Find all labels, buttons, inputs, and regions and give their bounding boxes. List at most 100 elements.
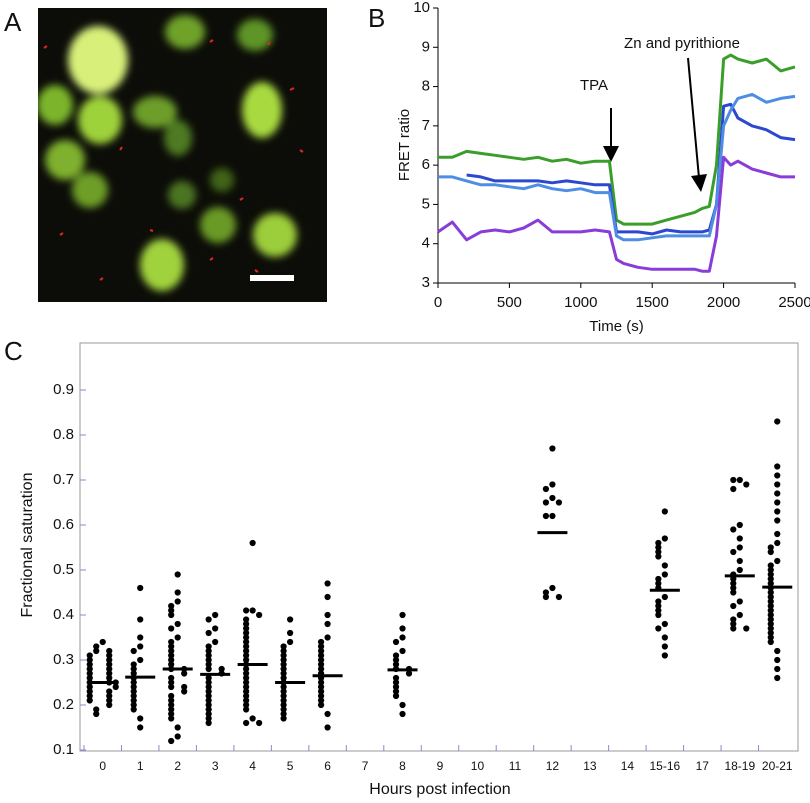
x-tick-label: 5 (287, 759, 294, 773)
data-point (249, 715, 256, 722)
data-point (655, 625, 662, 632)
data-point (280, 656, 287, 664)
x-tick-label: 6 (324, 759, 331, 773)
data-point (243, 620, 250, 628)
data-point (280, 674, 287, 682)
data-point (542, 499, 550, 506)
data-point (730, 485, 737, 493)
data-point (86, 674, 93, 682)
data-point (730, 526, 737, 533)
data-point (280, 647, 287, 655)
data-point (392, 688, 400, 695)
data-point (168, 701, 175, 709)
data-point (317, 643, 325, 650)
data-point (736, 476, 743, 484)
y-tick-label: 0.3 (53, 651, 74, 668)
data-point (205, 661, 212, 668)
data-point (181, 683, 188, 691)
data-point (774, 539, 781, 547)
data-point (549, 584, 556, 592)
data-point (168, 715, 175, 722)
data-point (137, 724, 144, 731)
data-point (168, 652, 175, 659)
data-point (86, 656, 93, 664)
data-point (767, 611, 774, 619)
y-axis-title: Fractional saturation (19, 473, 36, 618)
data-point (549, 481, 556, 488)
data-point (243, 607, 250, 614)
data-point (661, 652, 668, 659)
x-tick-label: 12 (546, 759, 560, 773)
data-point (93, 706, 100, 713)
data-point (280, 688, 287, 695)
data-point (243, 674, 250, 682)
y-tick-label: 0.4 (53, 606, 74, 623)
data-point (549, 494, 556, 502)
data-point (317, 638, 325, 646)
data-point (774, 557, 781, 565)
y-tick-label: 6 (422, 156, 430, 173)
data-point (730, 602, 737, 610)
data-point (774, 656, 781, 664)
data-point (243, 643, 250, 650)
data-point (730, 620, 737, 628)
data-point (661, 643, 668, 650)
data-point (736, 566, 743, 574)
x-tick-label: 2 (174, 759, 181, 773)
data-point (280, 670, 287, 677)
data-point (767, 575, 774, 583)
data-point (205, 706, 212, 713)
data-point (774, 472, 781, 479)
data-point (137, 643, 144, 650)
data-point (774, 517, 781, 524)
data-point (174, 733, 181, 740)
data-point (767, 589, 774, 596)
data-point (774, 481, 781, 488)
data-point (130, 692, 137, 700)
data-point (767, 607, 774, 614)
data-point (205, 674, 212, 682)
data-point (112, 683, 119, 691)
annotation: TPA (580, 77, 608, 94)
data-point (655, 544, 662, 551)
y-tick-label: 0.2 (53, 696, 74, 713)
data-point (661, 571, 668, 578)
data-point (130, 701, 137, 709)
data-point (137, 634, 144, 641)
data-point (280, 706, 287, 713)
data-point (661, 508, 668, 515)
data-point (168, 638, 175, 646)
data-point (106, 656, 113, 664)
data-point (280, 652, 287, 659)
data-point (774, 499, 781, 506)
data-point (130, 683, 137, 691)
panel-label: C (4, 336, 23, 366)
data-point (655, 580, 662, 587)
data-point (218, 665, 225, 673)
x-tick-label: 500 (497, 294, 522, 311)
data-point (399, 611, 406, 619)
data-point (767, 616, 774, 623)
x-tick-label: 4 (249, 759, 256, 773)
data-point (392, 679, 400, 686)
data-point (106, 688, 113, 695)
data-point (767, 571, 774, 578)
data-point (106, 652, 113, 659)
data-point (205, 679, 212, 686)
data-point (317, 661, 325, 668)
data-point (736, 598, 743, 605)
data-point (280, 643, 287, 650)
data-point (243, 638, 250, 646)
data-point (168, 625, 175, 632)
data-point (249, 607, 256, 614)
x-tick-label: 17 (696, 759, 710, 773)
data-point (317, 692, 325, 700)
data-point (774, 530, 781, 538)
data-point (86, 661, 93, 668)
data-point (730, 616, 737, 623)
data-point (317, 647, 325, 655)
data-point (767, 629, 774, 637)
line-series (466, 102, 796, 236)
x-axis-title: Hours post infection (369, 781, 510, 798)
data-point (655, 553, 662, 560)
